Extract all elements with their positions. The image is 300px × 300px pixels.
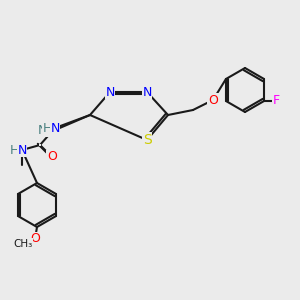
Text: N: N (142, 85, 152, 98)
Text: N: N (17, 143, 27, 157)
Text: O: O (208, 94, 218, 106)
Text: F: F (272, 94, 280, 107)
Text: S: S (142, 133, 152, 147)
Text: N: N (50, 122, 60, 134)
Text: N: N (105, 85, 115, 98)
Text: CH₃: CH₃ (14, 239, 33, 249)
Text: NH: NH (38, 124, 56, 136)
Text: O: O (30, 232, 40, 245)
Text: H: H (42, 122, 52, 134)
Text: O: O (47, 151, 57, 164)
Text: H: H (9, 143, 19, 157)
